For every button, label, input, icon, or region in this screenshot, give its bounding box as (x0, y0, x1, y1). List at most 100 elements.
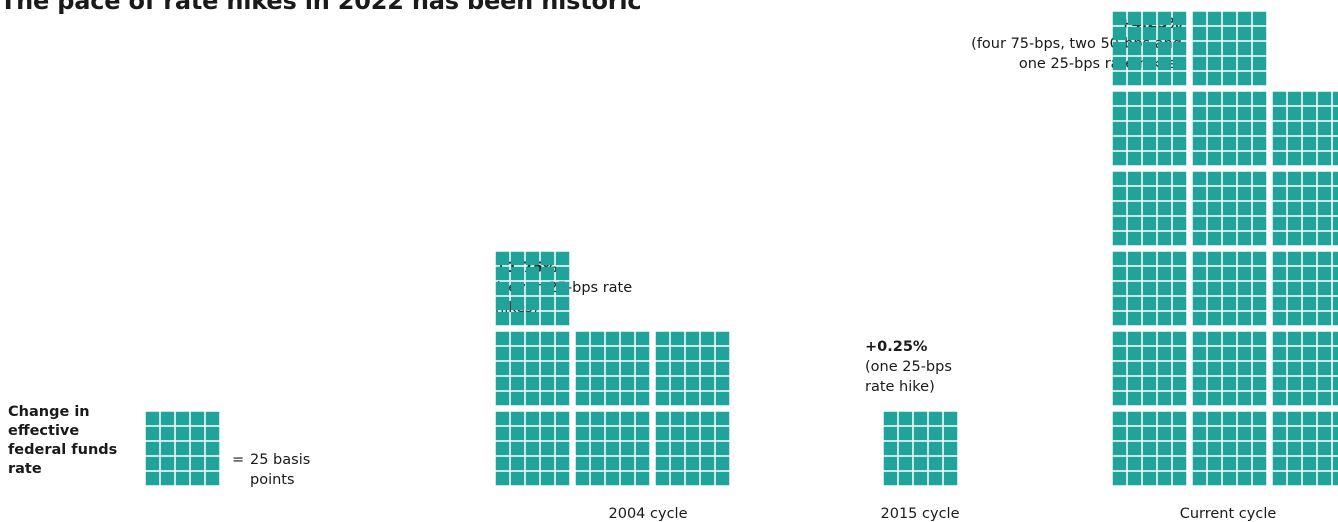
waffle-cell (605, 376, 620, 391)
waffle-block (495, 411, 570, 486)
waffle-cell (1237, 471, 1252, 486)
waffle-cell (685, 426, 700, 441)
waffle-cell (1317, 426, 1332, 441)
waffle-cell (1112, 136, 1127, 151)
waffle-cell (1272, 121, 1287, 136)
waffle-cell (1272, 296, 1287, 311)
waffle-cell (1142, 121, 1157, 136)
waffle-cell (1157, 266, 1172, 281)
waffle-cell (1142, 376, 1157, 391)
waffle-cell (1332, 251, 1338, 266)
waffle-cell (1302, 346, 1317, 361)
waffle-cell (1317, 171, 1332, 186)
waffle-cell (700, 331, 715, 346)
waffle-cell (1222, 346, 1237, 361)
waffle-cell (1287, 266, 1302, 281)
waffle-cell (1252, 231, 1267, 246)
waffle-cell (1272, 231, 1287, 246)
waffle-cell (620, 441, 635, 456)
waffle-cell (1157, 426, 1172, 441)
waffle-cell (1332, 266, 1338, 281)
waffle-cell (1237, 376, 1252, 391)
waffle-cell (1157, 391, 1172, 406)
waffle-block (1192, 171, 1267, 246)
waffle-cell (1172, 266, 1187, 281)
waffle-cell (160, 471, 175, 486)
waffle-cell (700, 441, 715, 456)
waffle-cell (620, 471, 635, 486)
waffle-cell (1237, 121, 1252, 136)
waffle-cell (1112, 41, 1127, 56)
waffle-cell (590, 411, 605, 426)
waffle-cell (1142, 216, 1157, 231)
waffle-cell (1302, 471, 1317, 486)
waffle-cell (605, 411, 620, 426)
waffle-cell (1287, 281, 1302, 296)
waffle-cell (1207, 456, 1222, 471)
waffle-cell (1272, 91, 1287, 106)
waffle-cell (590, 441, 605, 456)
waffle-cell (1237, 331, 1252, 346)
waffle-cell (175, 441, 190, 456)
waffle-cell (525, 376, 540, 391)
waffle-cell (1252, 391, 1267, 406)
waffle-cell (510, 361, 525, 376)
waffle-cell (620, 346, 635, 361)
waffle-cell (1172, 391, 1187, 406)
waffle-cell (1317, 361, 1332, 376)
waffle-cell (620, 331, 635, 346)
waffle-cell (1172, 346, 1187, 361)
waffle-cell (1222, 311, 1237, 326)
waffle-cell (1302, 171, 1317, 186)
waffle-cell (1317, 311, 1332, 326)
waffle-cell (620, 456, 635, 471)
waffle-cell (495, 311, 510, 326)
waffle-cell (715, 361, 730, 376)
waffle-cell (1157, 136, 1172, 151)
waffle-cell (715, 331, 730, 346)
waffle-cell (540, 426, 555, 441)
waffle-cell (1272, 311, 1287, 326)
waffle-cell (700, 411, 715, 426)
waffle-cell (1237, 391, 1252, 406)
legend-label: Change in effective federal funds rate (8, 404, 118, 477)
waffle-cell (1287, 231, 1302, 246)
waffle-cell (1172, 216, 1187, 231)
waffle-cell (1192, 136, 1207, 151)
waffle-cell (1207, 106, 1222, 121)
waffle-cell (590, 346, 605, 361)
waffle-cell (605, 426, 620, 441)
waffle-cell (1237, 266, 1252, 281)
waffle-cell (495, 391, 510, 406)
waffle-cell (1287, 106, 1302, 121)
waffle-cell (1192, 106, 1207, 121)
waffle-cell (1157, 151, 1172, 166)
waffle-cell (1287, 311, 1302, 326)
waffle-cell (1237, 71, 1252, 86)
waffle-cell (1172, 151, 1187, 166)
waffle-cell (1317, 106, 1332, 121)
waffle-cell (1157, 71, 1172, 86)
waffle-cell (1112, 441, 1127, 456)
waffle-cell (1112, 106, 1127, 121)
waffle-cell (495, 361, 510, 376)
waffle-cell (1112, 186, 1127, 201)
waffle-cell (525, 251, 540, 266)
waffle-cell (1237, 296, 1252, 311)
waffle-cell (1302, 251, 1317, 266)
waffle-cell (715, 441, 730, 456)
waffle-cell (1192, 251, 1207, 266)
waffle-cell (943, 441, 958, 456)
waffle-cell (1272, 151, 1287, 166)
waffle-cell (1192, 331, 1207, 346)
waffle-cell (1222, 11, 1237, 26)
waffle-cell (540, 471, 555, 486)
waffle-cell (1127, 41, 1142, 56)
waffle-cell (145, 456, 160, 471)
waffle-cell (1112, 471, 1127, 486)
waffle-cell (1127, 411, 1142, 426)
waffle-cell (1332, 171, 1338, 186)
waffle-cell (1157, 11, 1172, 26)
waffle-cell (1157, 361, 1172, 376)
